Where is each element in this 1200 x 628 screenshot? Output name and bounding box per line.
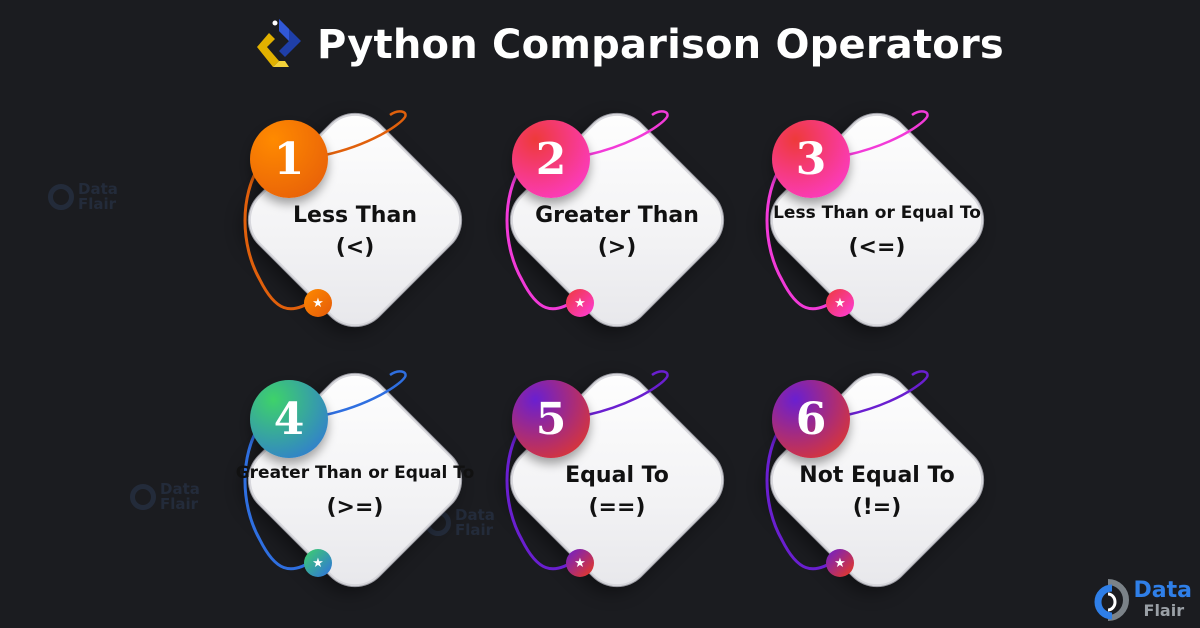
operator-symbol: (==) <box>588 495 646 520</box>
operator-symbol: (<) <box>335 235 375 260</box>
star-icon: ★ <box>566 289 594 317</box>
watermark-line2: Flair <box>455 521 494 539</box>
watermark: Data Flair <box>48 182 118 212</box>
page-title: Python Comparison Operators <box>317 22 1004 68</box>
step-number-badge: 2 <box>512 120 590 198</box>
dataflair-logo: Data Flair <box>1090 578 1192 622</box>
watermark-line2: Flair <box>78 195 117 213</box>
operator-card: 1 Less Than (<) ★ <box>220 85 490 355</box>
operator-card: 4 Greater Than or Equal To (>=) ★ <box>220 345 490 615</box>
dataflair-watermark-icon <box>48 184 74 210</box>
operator-name: Greater Than or Equal To <box>235 463 475 483</box>
operator-card: 5 Equal To (==) ★ <box>482 345 752 615</box>
step-number-badge: 1 <box>250 120 328 198</box>
brand-line1: Data <box>1133 578 1192 603</box>
watermark: Data Flair <box>130 482 200 512</box>
operator-symbol: (>) <box>597 235 637 260</box>
operator-name: Less Than <box>293 203 417 228</box>
operator-card: 6 Not Equal To (!=) ★ <box>742 345 1012 615</box>
operator-symbol: (!=) <box>852 495 902 520</box>
dataflair-logo-icon <box>1094 579 1129 621</box>
operator-name: Less Than or Equal To <box>773 203 981 223</box>
star-icon: ★ <box>826 289 854 317</box>
watermark-line1: Data <box>78 180 118 198</box>
operator-name: Equal To <box>565 463 669 488</box>
operator-card: 2 Greater Than (>) ★ <box>482 85 752 355</box>
watermark-line2: Flair <box>160 495 199 513</box>
operator-symbol: (>=) <box>326 495 384 520</box>
step-number-badge: 3 <box>772 120 850 198</box>
watermark-line1: Data <box>160 480 200 498</box>
step-number-badge: 5 <box>512 380 590 458</box>
header: Python Comparison Operators <box>255 14 1004 76</box>
operator-name: Not Equal To <box>799 463 955 488</box>
step-number-badge: 4 <box>250 380 328 458</box>
python-logo-icon <box>257 19 301 67</box>
operator-symbol: (<=) <box>848 235 906 260</box>
brand-line2: Flair <box>1143 601 1185 620</box>
star-icon: ★ <box>304 289 332 317</box>
step-number-badge: 6 <box>772 380 850 458</box>
star-icon: ★ <box>566 549 594 577</box>
star-icon: ★ <box>826 549 854 577</box>
dataflair-watermark-icon <box>130 484 156 510</box>
star-icon: ★ <box>304 549 332 577</box>
operator-name: Greater Than <box>535 203 699 228</box>
operator-card: 3 Less Than or Equal To (<=) ★ <box>742 85 1012 355</box>
watermark-line1: Data <box>455 506 495 524</box>
